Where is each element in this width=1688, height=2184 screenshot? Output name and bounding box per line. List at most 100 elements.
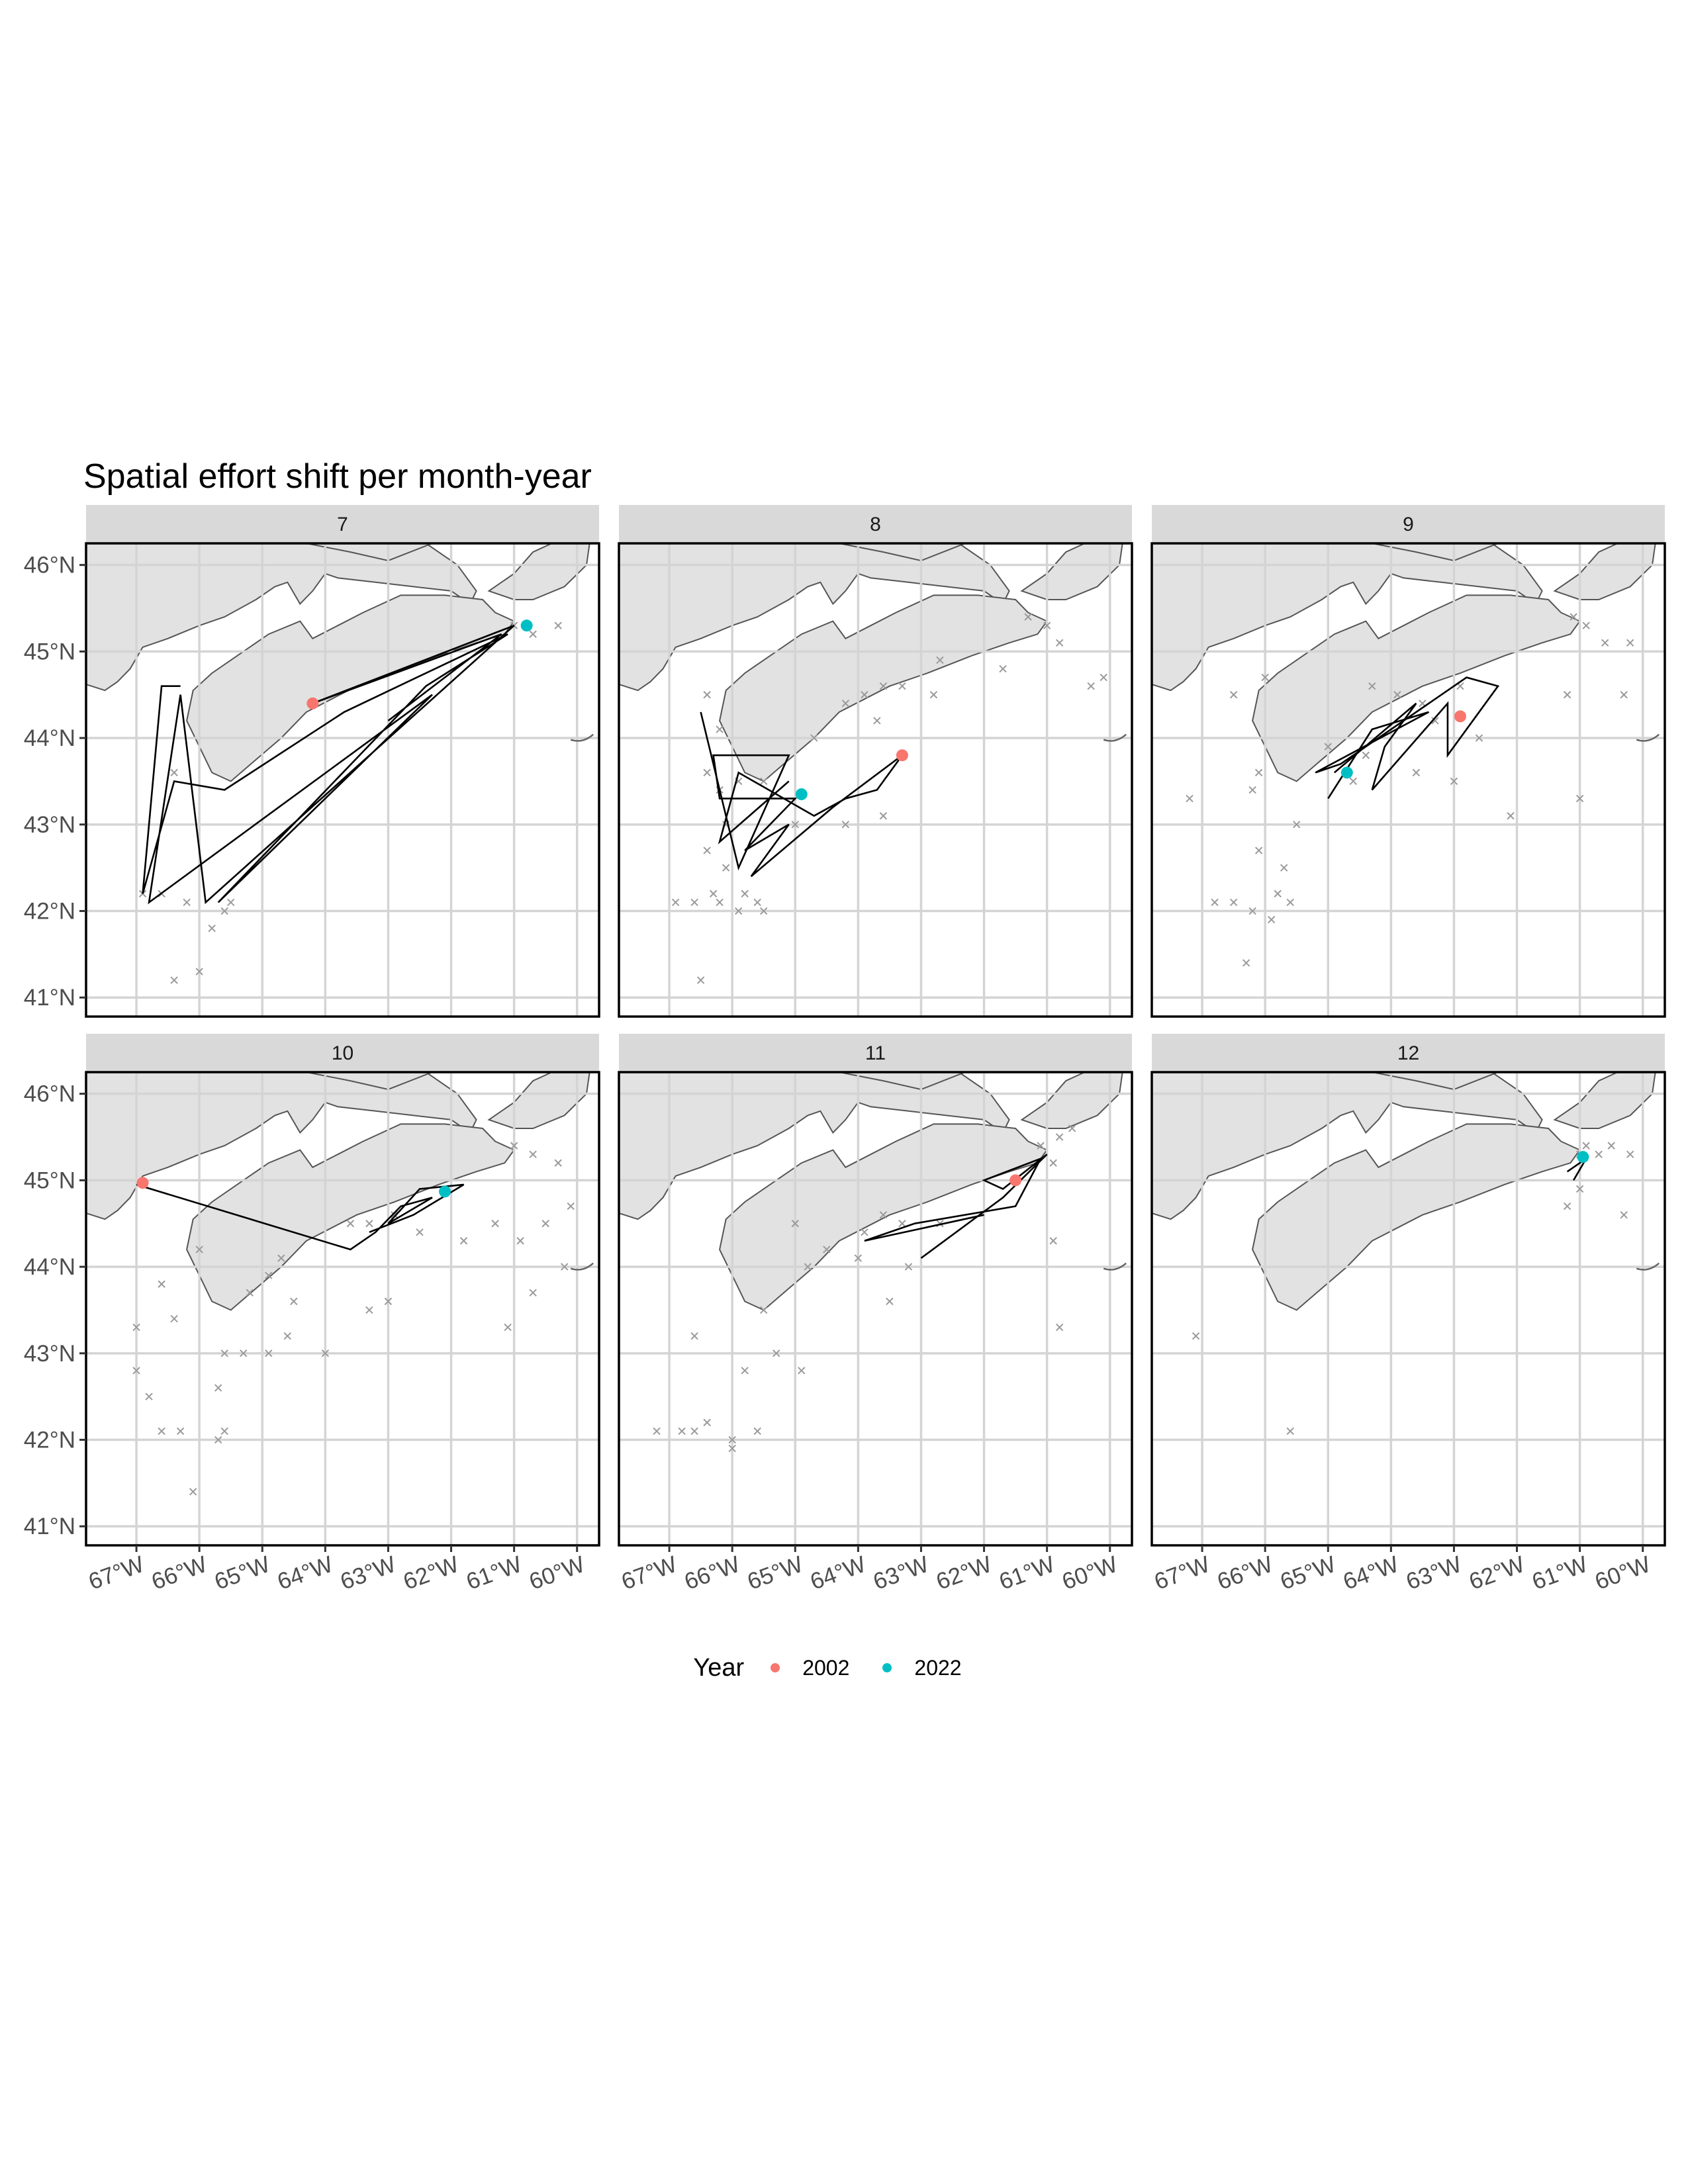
facet-border xyxy=(85,1071,600,1547)
centroid-2002 xyxy=(896,749,908,762)
sable-island xyxy=(570,1262,594,1271)
effort-point xyxy=(516,1237,524,1245)
effort-point xyxy=(1601,639,1609,647)
effort-point xyxy=(1229,898,1238,907)
sable-island xyxy=(1103,733,1127,742)
effort-point xyxy=(554,621,562,629)
effort-point xyxy=(1211,898,1219,907)
centroid-2002 xyxy=(136,1177,149,1189)
legend: Year 2002 2022 xyxy=(0,1641,1688,1694)
facet-content xyxy=(1152,543,1665,1017)
effort-point xyxy=(491,1220,499,1228)
effort-point xyxy=(1100,673,1107,682)
x-tick-label: 61°W xyxy=(996,1551,1058,1595)
effort-point xyxy=(728,1444,736,1453)
effort-point xyxy=(1431,717,1439,725)
legend-label-2022: 2022 xyxy=(914,1655,962,1680)
effort-point xyxy=(1024,613,1032,621)
effort-point xyxy=(170,768,178,777)
effort-point xyxy=(798,1367,806,1375)
y-tick-label: 42°N xyxy=(24,1428,75,1453)
land-polygon xyxy=(1370,543,1500,562)
effort-point xyxy=(716,898,724,907)
effort-point xyxy=(132,1323,140,1332)
effort-point xyxy=(554,1159,562,1167)
effort-point xyxy=(220,907,228,915)
land-polygon xyxy=(837,1072,967,1091)
effort-point xyxy=(529,1289,537,1297)
effort-point xyxy=(365,1220,373,1228)
facet-panel-7: 7 41°N 42°N 43°N 44°N 45°N 46°N xyxy=(24,505,600,1018)
effort-point xyxy=(703,1418,711,1427)
effort-point xyxy=(158,1280,165,1288)
effort-point xyxy=(703,768,711,777)
effort-point xyxy=(1248,786,1256,794)
effort-point xyxy=(189,1488,197,1496)
effort-point xyxy=(240,1349,248,1357)
effort-point xyxy=(898,1220,906,1228)
effort-point xyxy=(722,864,730,872)
effort-point xyxy=(753,898,761,907)
effort-point xyxy=(854,1254,863,1262)
effort-point xyxy=(879,1210,888,1219)
effort-point xyxy=(898,682,906,690)
effort-point xyxy=(696,976,705,984)
effort-point xyxy=(1186,794,1194,803)
effort-point xyxy=(936,656,944,664)
effort-point xyxy=(760,1306,768,1314)
effort-point xyxy=(741,889,749,898)
effort-point xyxy=(734,907,743,915)
effort-point xyxy=(170,976,178,984)
y-tick-label: 45°N xyxy=(24,1167,75,1193)
land-polygon xyxy=(837,543,967,562)
sable-island xyxy=(570,733,594,742)
x-tick-label: 65°W xyxy=(1277,1551,1339,1595)
facet-border xyxy=(1150,542,1666,1018)
centroid-2022 xyxy=(439,1185,451,1198)
centroid-2022 xyxy=(795,788,808,801)
effort-point xyxy=(1274,889,1282,898)
effort-point xyxy=(716,725,724,733)
effort-point xyxy=(1254,768,1263,777)
effort-point xyxy=(1582,621,1590,629)
effort-point xyxy=(1055,1133,1064,1141)
effort-point xyxy=(346,1220,355,1228)
x-tick-label: 67°W xyxy=(1151,1551,1213,1595)
x-tick-label: 61°W xyxy=(463,1551,525,1595)
x-tick-label: 64°W xyxy=(274,1551,336,1595)
facet-border xyxy=(85,542,600,1018)
effort-point xyxy=(214,1435,222,1444)
effort-point xyxy=(1563,1202,1571,1210)
land-polygon xyxy=(1370,1072,1500,1091)
effort-point xyxy=(823,1246,831,1253)
y-tick-label: 42°N xyxy=(24,899,75,925)
effort-point xyxy=(1267,915,1276,924)
facet-strip-label: 11 xyxy=(865,1042,886,1064)
centroid-2022 xyxy=(1340,766,1353,779)
effort-point xyxy=(183,898,191,907)
effort-point xyxy=(690,1427,698,1435)
effort-point xyxy=(1475,734,1483,742)
x-tick-label: 67°W xyxy=(618,1551,680,1595)
land-polygon xyxy=(305,1072,434,1091)
effort-point xyxy=(321,1349,330,1357)
x-tick-label: 64°W xyxy=(807,1551,869,1595)
effort-point xyxy=(1280,864,1288,872)
effort-point xyxy=(145,1392,153,1400)
effort-point xyxy=(176,1427,185,1435)
effort-point xyxy=(1362,751,1370,759)
x-tick-label: 61°W xyxy=(1528,1551,1591,1595)
effort-point xyxy=(246,1289,254,1297)
y-tick-label: 46°N xyxy=(24,1081,75,1107)
effort-track xyxy=(136,1183,465,1251)
facet-panel-9: 9 xyxy=(1150,505,1666,1018)
effort-point xyxy=(773,1349,780,1357)
facet-border xyxy=(618,1071,1133,1547)
facet-panel-10: 10 41°N 42°N 43°N 44°N 45°N 46°N 67°W 66°W 65°W 64… xyxy=(24,1034,600,1595)
effort-point xyxy=(810,734,818,742)
effort-point xyxy=(1248,907,1256,915)
facet-content xyxy=(86,1072,599,1545)
land-polygon xyxy=(1252,594,1581,782)
effort-point xyxy=(703,691,711,699)
effort-point xyxy=(227,898,235,907)
